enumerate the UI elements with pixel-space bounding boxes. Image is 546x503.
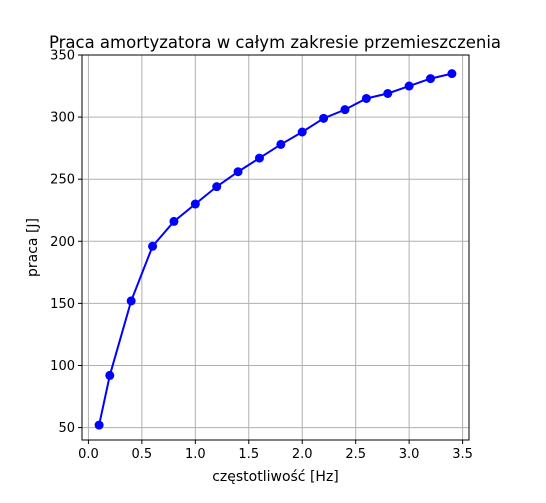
- data-point: [297, 127, 307, 137]
- y-tick-label: 50: [58, 421, 75, 436]
- data-point: [212, 182, 222, 192]
- data-point: [126, 296, 136, 306]
- data-point: [404, 81, 414, 91]
- grid: [82, 54, 469, 440]
- data-point: [319, 113, 329, 123]
- series-group: [94, 69, 457, 430]
- plot-frame: [81, 54, 470, 441]
- x-axis-ticks: 0.0 0.5 1.0 1.5 2.0 2.5 3.0 3.5: [78, 440, 473, 462]
- data-point: [276, 139, 286, 149]
- data-point: [169, 216, 179, 226]
- x-tick-label: 3.5: [452, 447, 473, 462]
- y-tick-label: 200: [50, 235, 75, 250]
- chart-title: Praca amortyzatora w całym zakresie prze…: [49, 33, 501, 52]
- data-point: [94, 420, 104, 430]
- data-point: [361, 93, 371, 103]
- y-tick-label: 350: [50, 49, 75, 64]
- data-point: [383, 89, 393, 98]
- data-point: [190, 199, 200, 209]
- x-tick-label: 1.0: [185, 447, 206, 462]
- data-point: [105, 370, 115, 380]
- y-tick-label: 100: [50, 359, 75, 374]
- data-point: [340, 105, 350, 115]
- x-tick-label: 0.5: [132, 447, 153, 462]
- y-tick-label: 150: [50, 297, 75, 312]
- y-tick-label: 250: [50, 173, 75, 188]
- data-point: [447, 69, 457, 79]
- y-tick-label: 300: [50, 111, 75, 126]
- y-axis-ticks: 50 100 150 200 250 300 350: [50, 49, 82, 436]
- y-axis-label: praca [J]: [25, 218, 41, 277]
- x-tick-label: 2.0: [292, 447, 313, 462]
- data-point: [148, 241, 158, 251]
- x-axis-label: częstotliwość [Hz]: [212, 469, 339, 485]
- x-tick-label: 2.5: [345, 447, 366, 462]
- x-tick-label: 0.0: [78, 447, 99, 462]
- data-point: [233, 167, 243, 177]
- x-tick-label: 1.5: [238, 447, 259, 462]
- data-point: [426, 74, 436, 84]
- x-tick-label: 3.0: [399, 447, 420, 462]
- data-point: [254, 153, 264, 163]
